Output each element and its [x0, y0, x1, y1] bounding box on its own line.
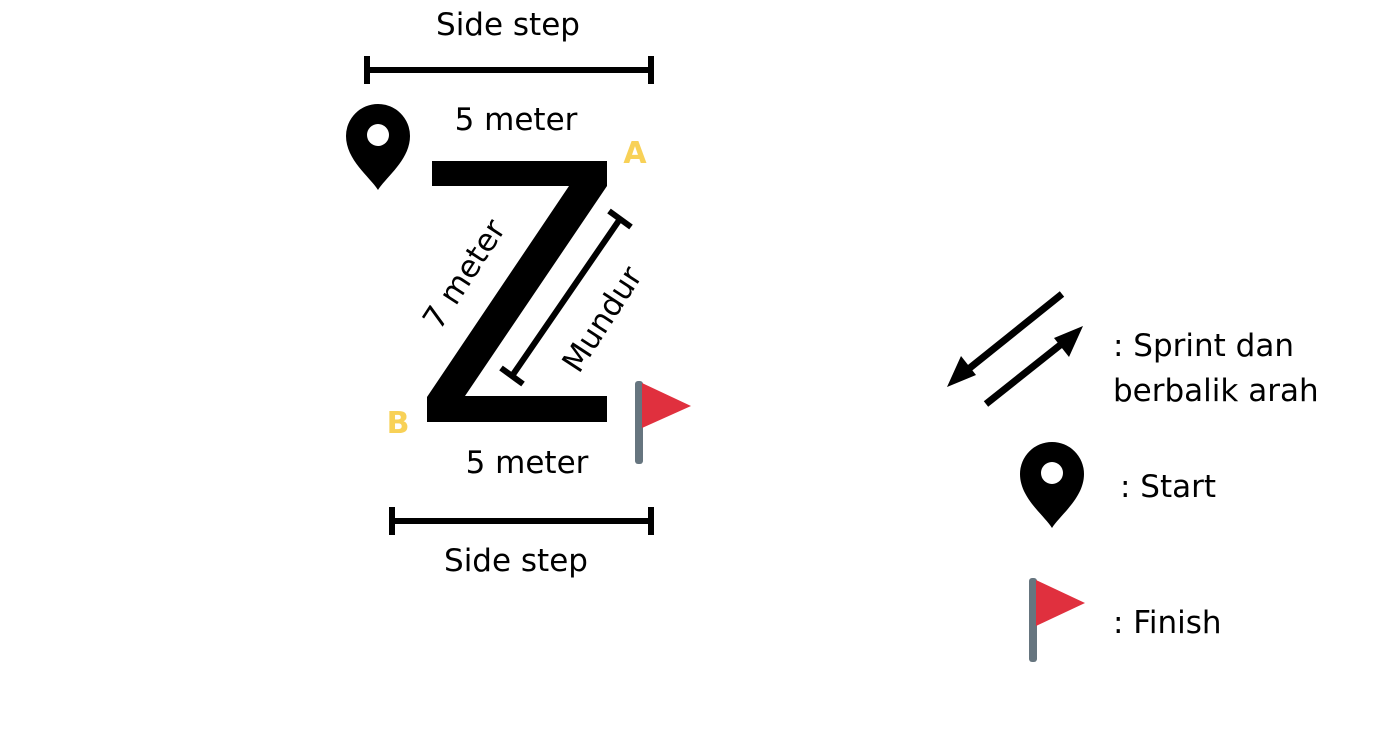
z-path-shape	[427, 161, 607, 422]
top-distance-label: 5 meter	[455, 102, 578, 138]
bottom-distance-label: 5 meter	[466, 445, 589, 481]
bottom-side-step-label: Side step	[444, 543, 588, 579]
bottom-measure-bar	[389, 507, 654, 535]
legend-finish-text: : Finish	[1113, 605, 1222, 641]
backward-measure-bar	[499, 208, 633, 387]
top-measure-bar	[364, 56, 654, 84]
point-b-label: B	[387, 406, 410, 441]
sprint-arrows-icon	[947, 291, 1083, 407]
legend-finish-flag-icon	[1029, 578, 1085, 662]
finish-flag-icon	[635, 381, 691, 464]
legend-sprint-text-line1: : Sprint dan	[1113, 328, 1294, 364]
mundur-label: Mundur	[555, 260, 650, 379]
point-a-label: A	[623, 136, 647, 171]
legend-sprint-text-line2: berbalik arah	[1113, 373, 1319, 409]
top-side-step-label: Side step	[436, 7, 580, 43]
legend-start-text: : Start	[1120, 469, 1216, 505]
legend-start-pin-icon	[1020, 442, 1084, 528]
start-pin-icon	[346, 104, 410, 190]
